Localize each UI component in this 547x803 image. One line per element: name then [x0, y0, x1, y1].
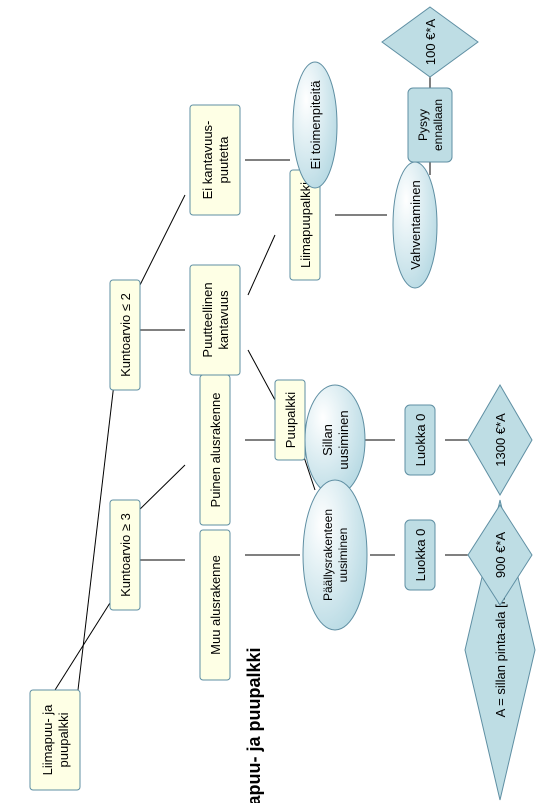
diamond-100-text: 100 €*A — [423, 19, 438, 66]
ell-paall-l2: uusiminen — [336, 528, 350, 583]
rect-liimapuu-text: Liimapuupalkki — [298, 182, 313, 268]
rect-kunto2-text: Kuntoarvio ≤ 2 — [118, 293, 133, 377]
rect-puutteellinen: Puutteellinen kantavuus — [190, 265, 240, 375]
title-text: Liimapuu- ja puupalkki — [244, 647, 264, 803]
rect-puutt-l1: Puutteellinen — [200, 282, 215, 357]
rect-kunto3-text: Kuntoarvio ≥ 3 — [118, 513, 133, 597]
diamond-1300-text: 1300 €*A — [493, 413, 508, 467]
ell-sillan-l2: uusiminen — [336, 410, 351, 469]
rect-eikant-l1: Ei kantavuus- — [200, 121, 215, 200]
rect-pysyy-l2: ennallaan — [431, 99, 445, 151]
rect-luokka0-a: Luokka 0 — [405, 405, 435, 475]
ell-sillan-l1: Sillan — [320, 424, 335, 456]
diamond-1300: 1300 €*A — [468, 385, 532, 495]
ellipse-ei-toimenpiteita: Ei toimenpiteitä — [293, 62, 337, 188]
rect-muu-alusrakenne: Muu alusrakenne — [200, 530, 230, 680]
ell-paall-shape — [303, 480, 367, 630]
rect-luokka0-b: Luokka 0 — [405, 520, 435, 590]
diamond-900: 900 €*A — [468, 505, 532, 605]
rect-pysyy-shape — [408, 88, 452, 162]
rect-kuntoarvio-2: Kuntoarvio ≤ 2 — [110, 280, 140, 390]
ell-eitoim-text: Ei toimenpiteitä — [308, 80, 323, 170]
rect-pysyy-l1: Pysyy — [416, 109, 430, 141]
rect-puinen-alusrakenne: Puinen alusrakenne — [200, 375, 230, 525]
rect-kuntoarvio-3: Kuntoarvio ≥ 3 — [110, 500, 140, 610]
diamond-900-text: 900 €*A — [493, 532, 508, 579]
ellipse-vahventaminen: Vahventaminen — [393, 162, 437, 288]
rect-eikant-l2: puutetta — [216, 136, 231, 184]
ell-vahv-text: Vahventaminen — [408, 180, 423, 269]
rect-ei-kantavuus: Ei kantavuus- puutetta — [190, 105, 240, 215]
ell-sillan-shape — [305, 385, 365, 495]
diamond-100: 100 €*A — [382, 7, 478, 77]
rect-puutteellinen-shape — [190, 265, 240, 375]
rect-puupalkki-text: Puupalkki — [283, 392, 298, 448]
rect-liima-shape — [30, 690, 80, 790]
rect-luokka0a-text: Luokka 0 — [413, 414, 428, 467]
ellipse-paallysrakenteen-uusiminen: Päällysrakenteen uusiminen — [303, 480, 367, 630]
rect-liima-l1: Liimapuu- ja — [40, 704, 55, 776]
title: Liimapuu- ja puupalkki — [244, 647, 264, 803]
rect-puutt-l2: kantavuus — [216, 290, 231, 350]
rect-muu-text: Muu alusrakenne — [208, 555, 223, 655]
rect-luokka0b-text: Luokka 0 — [413, 529, 428, 582]
rect-pysyy-ennallaan: Pysyy ennallaan — [408, 88, 452, 162]
ellipse-sillan-uusiminen: Sillan uusiminen — [305, 385, 365, 495]
rect-puupalkki: Puupalkki — [275, 380, 305, 460]
rect-eikant-shape — [190, 105, 240, 215]
rect-liimapuu-ja-puupalkki: Liimapuu- ja puupalkki — [30, 690, 80, 790]
rect-liima-l2: puupalkki — [56, 712, 71, 767]
rect-puinen-text: Puinen alusrakenne — [208, 393, 223, 508]
ell-paall-l1: Päällysrakenteen — [321, 509, 335, 601]
